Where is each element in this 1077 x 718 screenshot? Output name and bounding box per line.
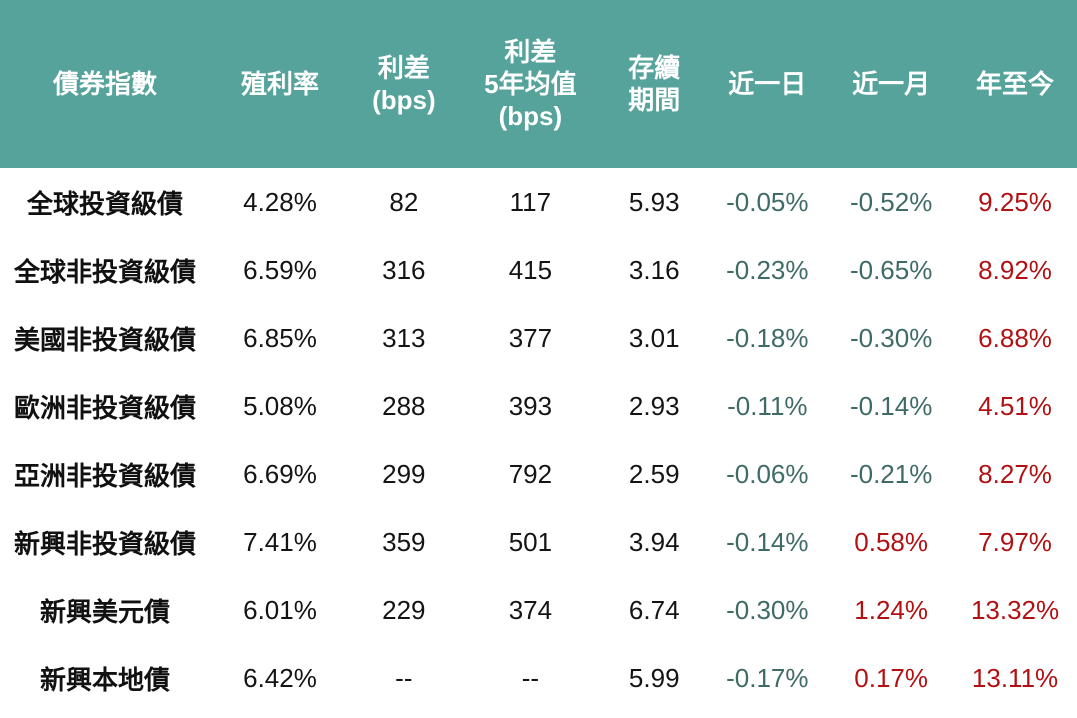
cell-spread5y: 377 — [508, 322, 553, 353]
cell-yield: 4.28% — [243, 186, 317, 217]
cell-m1: -0.14% — [849, 390, 933, 421]
cell-name: 新興本地債 — [39, 664, 170, 695]
cell-duration: 3.01 — [628, 322, 680, 353]
cell-duration: 5.99 — [628, 662, 680, 693]
cell-m1: 0.17% — [854, 662, 929, 693]
column-header-spread: 利差 (bps) — [350, 0, 458, 168]
cell-yield: 6.69% — [243, 458, 317, 489]
header-row: 債券指數 殖利率 利差 (bps) 利差 5年均值 (bps) 存續 期間 近一日 近一月 年至今 — [0, 0, 1077, 168]
cell-duration: 2.59 — [628, 458, 680, 489]
cell-ytd: 6.88% — [978, 322, 1052, 353]
cell-spread: 313 — [382, 322, 426, 353]
cell-m1: -0.65% — [849, 254, 933, 285]
column-header-line: 利差 — [377, 53, 430, 83]
cell-ytd: 8.27% — [978, 458, 1052, 489]
column-header-m1: 近一月 — [829, 0, 954, 168]
cell-spread5y: 415 — [508, 254, 553, 285]
cell-ytd: 9.25% — [978, 186, 1052, 217]
column-header-line: 殖利率 — [240, 69, 319, 99]
column-header-yield: 殖利率 — [210, 0, 350, 168]
table-row: 新興美元債 6.01% 229 374 6.74 -0.30% 1.24% 13.32% — [0, 576, 1077, 644]
column-header-ytd: 年至今 — [953, 0, 1077, 168]
cell-duration: 5.93 — [628, 186, 680, 217]
cell-name: 亞洲非投資級債 — [13, 460, 196, 491]
column-header-line: 存續 — [628, 53, 681, 83]
cell-yield: 6.59% — [243, 254, 317, 285]
cell-spread5y: 374 — [508, 594, 553, 625]
cell-spread: 359 — [382, 526, 426, 557]
cell-name: 美國非投資級債 — [13, 324, 196, 355]
cell-duration: 6.74 — [628, 594, 680, 625]
cell-name: 新興非投資級債 — [13, 528, 196, 559]
column-header-name: 債券指數 — [0, 0, 210, 168]
column-header-line: 利差 — [504, 37, 557, 67]
cell-spread: 82 — [389, 186, 419, 217]
column-header-spread5y: 利差 5年均值 (bps) — [457, 0, 604, 168]
cell-ytd: 8.92% — [978, 254, 1052, 285]
cell-yield: 5.08% — [243, 390, 317, 421]
cell-yield: 6.01% — [243, 594, 317, 625]
cell-ytd: 13.32% — [970, 594, 1060, 625]
cell-spread5y: 501 — [508, 526, 553, 557]
cell-yield: 6.85% — [243, 322, 317, 353]
cell-name: 歐洲非投資級債 — [13, 392, 196, 423]
table-row: 新興本地債 6.42% -- -- 5.99 -0.17% 0.17% 13.11% — [0, 644, 1077, 712]
table-row: 亞洲非投資級債 6.69% 299 792 2.59 -0.06% -0.21% 8.27% — [0, 440, 1077, 508]
cell-spread: 288 — [382, 390, 426, 421]
table-row: 新興非投資級債 7.41% 359 501 3.94 -0.14% 0.58% 7.97% — [0, 508, 1077, 576]
cell-name: 全球非投資級債 — [13, 256, 196, 287]
table-body: 全球投資級債 4.28% 82 117 5.93 -0.05% -0.52% 9.25% 全球非… — [0, 168, 1077, 712]
cell-d1: -0.30% — [726, 594, 809, 625]
cell-ytd: 4.51% — [978, 390, 1052, 421]
column-header-d1: 近一日 — [705, 0, 830, 168]
cell-spread: 299 — [382, 458, 426, 489]
cell-ytd: 7.97% — [978, 526, 1052, 557]
column-header-line: 年至今 — [976, 69, 1055, 99]
table-row: 美國非投資級債 6.85% 313 377 3.01 -0.18% -0.30% 6.88% — [0, 304, 1077, 372]
column-header-line: (bps) — [498, 101, 563, 131]
cell-spread5y: 393 — [508, 390, 553, 421]
cell-spread: 316 — [382, 254, 426, 285]
cell-d1: -0.17% — [726, 662, 809, 693]
cell-spread5y: -- — [521, 662, 540, 693]
column-header-line: 近一月 — [852, 69, 931, 99]
cell-duration: 3.94 — [628, 526, 680, 557]
cell-d1: -0.05% — [726, 186, 809, 217]
cell-m1: -0.30% — [849, 322, 933, 353]
column-header-line: 期間 — [628, 85, 681, 115]
table-row: 歐洲非投資級債 5.08% 288 393 2.93 -0.11% -0.14% 4.51% — [0, 372, 1077, 440]
cell-m1: 0.58% — [854, 526, 929, 557]
cell-spread5y: 117 — [509, 186, 552, 217]
cell-duration: 3.16 — [628, 254, 680, 285]
cell-m1: 1.24% — [854, 594, 929, 625]
cell-d1: -0.11% — [727, 390, 808, 421]
cell-d1: -0.23% — [726, 254, 809, 285]
cell-m1: -0.21% — [849, 458, 933, 489]
cell-yield: 6.42% — [243, 662, 317, 693]
cell-d1: -0.18% — [726, 322, 809, 353]
cell-d1: -0.14% — [726, 526, 809, 557]
cell-m1: -0.52% — [849, 186, 933, 217]
column-header-line: 近一日 — [728, 69, 807, 99]
cell-name: 新興美元債 — [39, 596, 170, 627]
table-row: 全球非投資級債 6.59% 316 415 3.16 -0.23% -0.65% 8.92% — [0, 236, 1077, 304]
cell-d1: -0.06% — [726, 458, 809, 489]
column-header-duration: 存續 期間 — [603, 0, 706, 168]
column-header-line: (bps) — [372, 85, 436, 115]
cell-ytd: 13.11% — [971, 662, 1059, 693]
cell-spread: 229 — [382, 594, 426, 625]
table-header: 債券指數 殖利率 利差 (bps) 利差 5年均值 (bps) 存續 期間 近一日 近一月 年至今 — [0, 0, 1077, 168]
cell-duration: 2.93 — [628, 390, 680, 421]
cell-yield: 7.41% — [243, 526, 317, 557]
cell-name: 全球投資級債 — [26, 188, 183, 219]
cell-spread: -- — [395, 662, 413, 693]
cell-spread5y: 792 — [508, 458, 553, 489]
column-header-line: 5年均值 — [484, 69, 577, 99]
column-header-line: 債券指數 — [52, 69, 157, 99]
table-row: 全球投資級債 4.28% 82 117 5.93 -0.05% -0.52% 9.25% — [0, 168, 1077, 236]
